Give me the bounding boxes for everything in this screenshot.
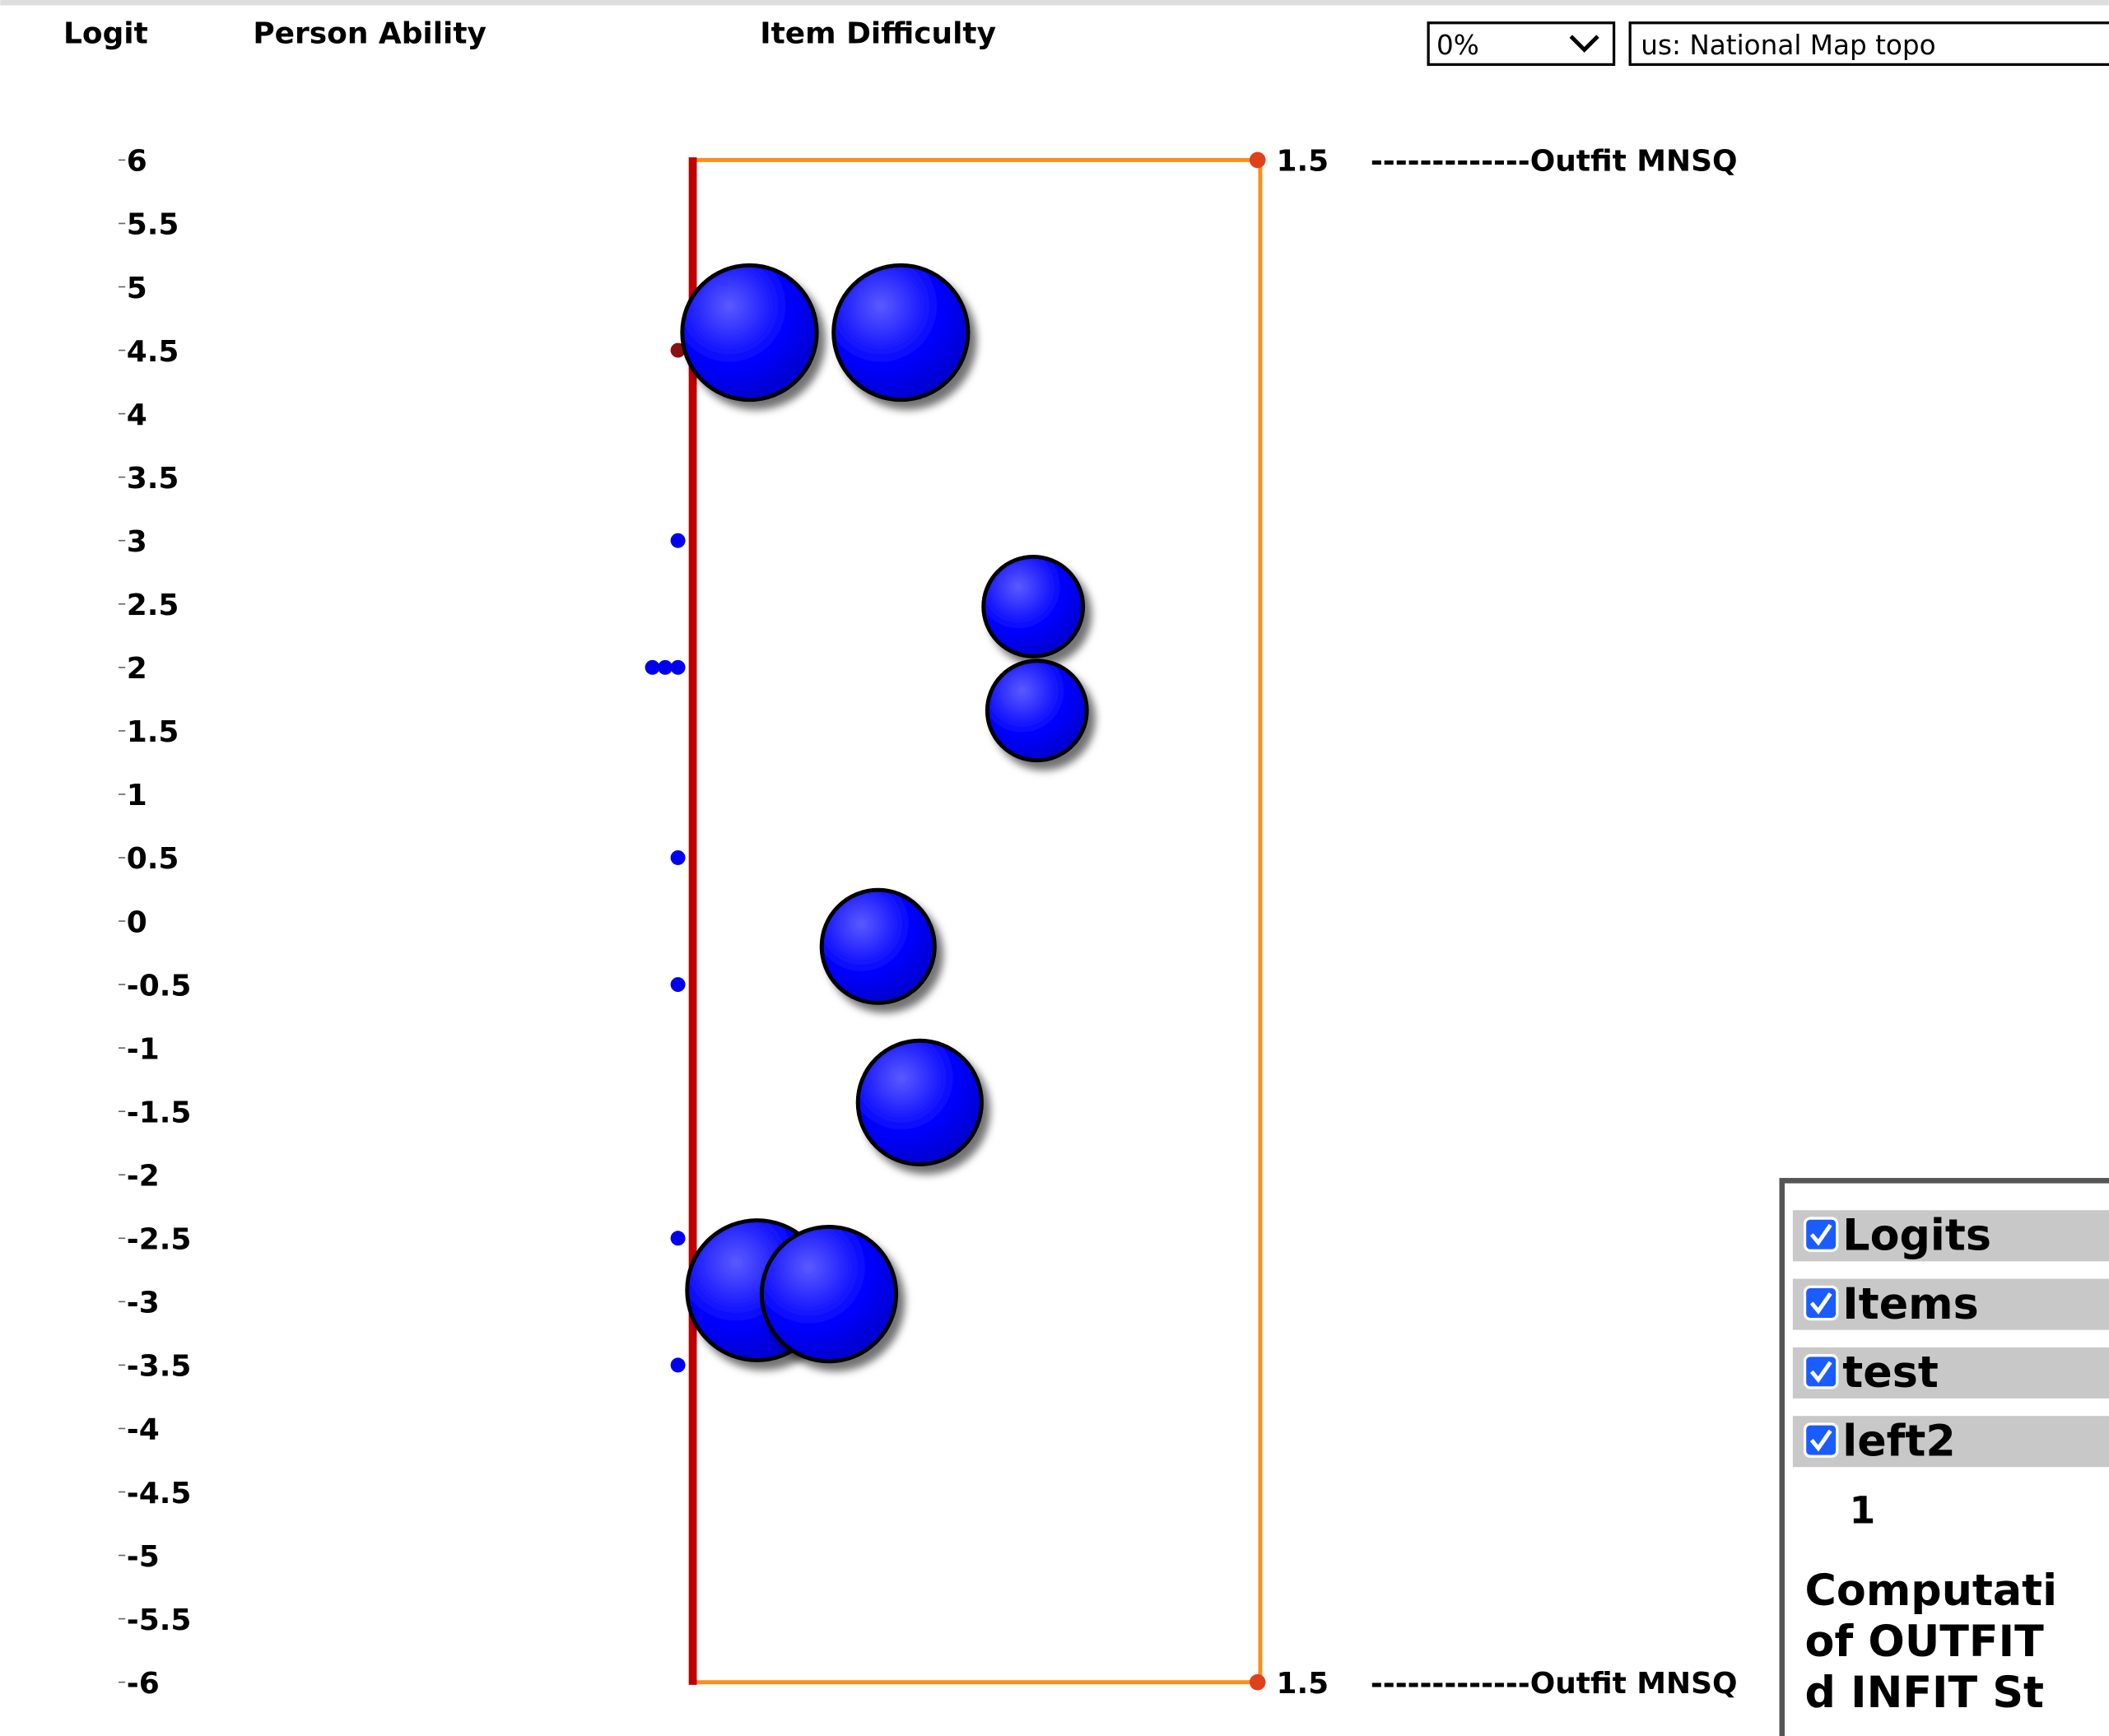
plot: 6 5.5 5 4.5 4 3.5 3 2.5 2 1.5 1 0.5 0 -0.5 -1 -1.5 -2 -2.… xyxy=(119,145,1738,1701)
layer-row xyxy=(1792,1347,2109,1399)
x-tick xyxy=(1249,1673,1266,1691)
y-tick-label: -2 xyxy=(127,1160,160,1194)
select-arrow xyxy=(1569,35,1599,53)
y-tick-label: 0.5 xyxy=(127,842,179,876)
x-axis-label: -------------Outfit MNSQ xyxy=(1371,145,1738,179)
layer-list: Logits Items test left2 xyxy=(1792,1210,2109,1468)
layer-row xyxy=(1792,1416,2109,1468)
item-bubble xyxy=(981,554,1086,659)
column-header: Logit xyxy=(63,16,148,50)
person-point xyxy=(670,977,686,993)
y-tick-label: -1 xyxy=(127,1032,160,1066)
x-tick-label: 1.5 xyxy=(1277,1667,1329,1701)
layer-row xyxy=(1792,1278,2109,1330)
person-point xyxy=(670,1357,686,1373)
layer-checkbox[interactable] xyxy=(1803,1422,1839,1458)
layer-checkbox[interactable] xyxy=(1803,1354,1839,1389)
select-value: us: National Map topo xyxy=(1641,30,1935,61)
item-bubble xyxy=(759,1224,899,1364)
layer-row xyxy=(1792,1210,2109,1262)
layer-checkbox[interactable] xyxy=(1803,1217,1839,1252)
check-mark xyxy=(1809,1429,1832,1452)
y-tick-label: -3.5 xyxy=(127,1350,192,1384)
person-point xyxy=(658,659,673,675)
x-axis-label: -------------Outfit MNSQ xyxy=(1371,1667,1738,1701)
y-tick-label: 2 xyxy=(127,652,147,686)
y-tick-label: 3 xyxy=(127,525,147,559)
layer-checkbox[interactable] xyxy=(1803,1285,1839,1321)
select-box[interactable] xyxy=(1628,21,2109,67)
y-tick-label: 5.5 xyxy=(127,208,179,242)
y-tick-label: 6 xyxy=(127,145,147,179)
item-bubble xyxy=(831,263,971,403)
check-mark xyxy=(1809,1292,1832,1315)
layer-label: Logits xyxy=(1842,1211,1991,1261)
y-tick-label: -4 xyxy=(127,1413,160,1447)
y-tick-label: 0 xyxy=(127,905,147,939)
y-tick-label: -3 xyxy=(127,1287,160,1320)
y-tick-label: -5 xyxy=(127,1540,160,1574)
x-tick xyxy=(1249,151,1266,169)
layer-label: test xyxy=(1842,1347,1939,1398)
top-border xyxy=(0,0,2109,6)
y-tick-label: -2.5 xyxy=(127,1223,192,1257)
layer-label: Items xyxy=(1842,1279,1978,1329)
y-tick-label: 5 xyxy=(127,272,147,305)
person-point xyxy=(670,849,686,865)
basemap-select[interactable]: us: National Map topo xyxy=(1628,21,2109,67)
layer-count: 1 xyxy=(1849,1488,1875,1532)
item-bubble xyxy=(855,1038,984,1166)
item-bubble xyxy=(680,263,819,403)
x-tick-label: 1.5 xyxy=(1277,145,1329,179)
y-tick-label: 4.5 xyxy=(127,335,179,369)
y-tick-label: 3.5 xyxy=(127,462,179,496)
y-tick-label: 1.5 xyxy=(127,715,179,749)
y-tick-label: -0.5 xyxy=(127,969,192,1003)
check-mark xyxy=(1809,1223,1832,1246)
select-value: 0% xyxy=(1436,30,1479,61)
y-tick-label: -1.5 xyxy=(127,1096,192,1129)
note-line: Computati xyxy=(1805,1566,2058,1616)
check-mark xyxy=(1809,1361,1832,1384)
y-tick-label: -5.5 xyxy=(127,1603,192,1637)
person-point xyxy=(670,342,686,358)
y-tick-label: -6 xyxy=(127,1667,160,1701)
item-bubble xyxy=(985,659,1089,763)
y-tick-label: -4.5 xyxy=(127,1477,192,1510)
y-tick-label: 2.5 xyxy=(127,589,179,622)
layer-label: left2 xyxy=(1842,1417,1955,1467)
note-line: of OUTFIT xyxy=(1805,1617,2045,1667)
select-box[interactable] xyxy=(1427,21,1616,67)
note-line: d INFIT St xyxy=(1805,1668,2044,1718)
opacity-select[interactable]: 0% xyxy=(1427,21,1616,67)
column-header: Person Ability xyxy=(253,16,487,50)
y-tick-label: 4 xyxy=(127,398,147,432)
person-point xyxy=(670,1231,686,1246)
item-bubble xyxy=(819,887,937,1005)
person-point xyxy=(670,533,686,548)
person-point xyxy=(645,659,660,675)
y-tick-label: 1 xyxy=(127,779,147,812)
column-header: Item Difficulty xyxy=(760,16,996,50)
person-point xyxy=(670,659,686,675)
